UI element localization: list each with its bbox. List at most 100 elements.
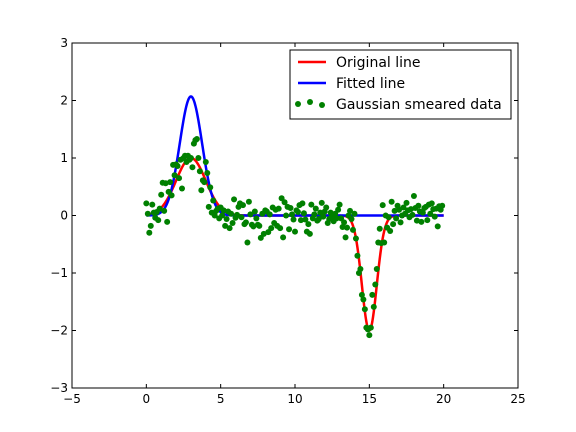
data-point	[226, 225, 233, 232]
data-point	[344, 224, 351, 231]
data-point	[198, 187, 205, 194]
data-point	[342, 234, 349, 241]
x-tick-label: 5	[217, 392, 225, 406]
data-point	[156, 205, 163, 212]
data-point	[339, 224, 346, 230]
data-point	[418, 218, 425, 225]
data-point	[201, 179, 208, 186]
data-point	[305, 221, 312, 228]
data-point	[244, 239, 251, 246]
series-layer	[143, 95, 446, 339]
data-point	[168, 192, 175, 199]
data-point	[372, 281, 379, 288]
y-tick-label: −3	[50, 381, 68, 395]
data-point	[187, 155, 194, 161]
data-point	[424, 217, 431, 224]
data-point	[379, 202, 386, 209]
data-point	[400, 204, 407, 211]
data-point	[219, 212, 226, 219]
data-point	[311, 211, 318, 218]
series-fitted-line	[146, 95, 444, 217]
data-point	[360, 296, 367, 303]
data-point	[387, 228, 394, 235]
data-point	[287, 205, 294, 212]
data-point	[434, 223, 441, 230]
data-point	[161, 207, 168, 214]
data-point	[302, 216, 309, 223]
data-point	[320, 213, 327, 220]
data-point	[207, 184, 214, 191]
data-point	[323, 204, 330, 211]
x-tick-label: 0	[143, 392, 151, 406]
data-point	[410, 192, 417, 199]
data-point	[292, 228, 298, 235]
data-point	[333, 215, 340, 222]
data-point	[195, 155, 202, 161]
data-point	[347, 207, 354, 214]
data-point	[427, 210, 434, 217]
data-point	[174, 163, 181, 170]
data-point	[439, 202, 446, 209]
data-point	[289, 211, 296, 218]
data-point	[393, 215, 400, 222]
data-point	[373, 265, 380, 272]
y-tick-label: 0	[60, 209, 68, 223]
data-point	[247, 211, 254, 218]
data-point	[361, 306, 368, 313]
data-point	[144, 210, 151, 217]
data-point	[318, 199, 325, 206]
data-point	[357, 265, 364, 272]
y-tick-label: 3	[60, 36, 68, 50]
data-point	[381, 239, 388, 246]
x-tick-label: 10	[287, 392, 302, 406]
data-point	[238, 214, 245, 221]
data-point	[315, 215, 322, 222]
data-point	[193, 136, 200, 143]
legend-box	[289, 49, 512, 120]
data-point	[179, 185, 186, 192]
data-point	[431, 213, 438, 220]
x-tick-label: −5	[63, 392, 81, 406]
data-point	[290, 216, 297, 223]
data-point	[210, 197, 217, 204]
data-point	[403, 199, 410, 206]
data-point	[223, 215, 230, 222]
x-tick-label: 25	[510, 392, 525, 406]
data-point	[352, 235, 359, 242]
data-point	[335, 206, 342, 213]
data-point	[268, 225, 275, 232]
data-point	[275, 205, 282, 212]
legend-label-fitted-line: Fitted line	[336, 76, 405, 92]
data-point	[253, 215, 260, 222]
data-point	[167, 179, 174, 186]
data-point	[229, 219, 236, 226]
data-point	[294, 209, 301, 216]
y-tick-label: −2	[50, 324, 68, 338]
data-point	[147, 222, 154, 229]
y-tick-label: −1	[50, 266, 68, 280]
data-point	[415, 202, 422, 209]
legend-label-gaussian-smeared-data: Gaussian smeared data	[336, 97, 502, 113]
data-point	[196, 168, 203, 175]
data-point	[222, 222, 229, 229]
data-point	[245, 198, 252, 205]
data-point	[354, 252, 361, 259]
y-tick-label: 1	[60, 151, 68, 165]
data-point	[251, 208, 258, 215]
legend-label-original-line: Original line	[336, 55, 421, 71]
data-point	[164, 218, 171, 225]
data-point	[388, 198, 395, 205]
data-point	[308, 201, 315, 208]
data-point	[146, 229, 153, 236]
data-point	[312, 205, 319, 212]
data-point	[297, 217, 304, 224]
data-point	[189, 164, 196, 171]
data-point	[419, 209, 426, 216]
tick-labels-layer: −5 0 5 10 15 20 25 −3 −2 −1 0 1 2 3	[50, 36, 525, 406]
data-point	[202, 159, 209, 166]
data-point	[396, 206, 403, 213]
data-point	[390, 221, 397, 228]
data-point	[366, 332, 373, 339]
data-point	[211, 212, 218, 219]
